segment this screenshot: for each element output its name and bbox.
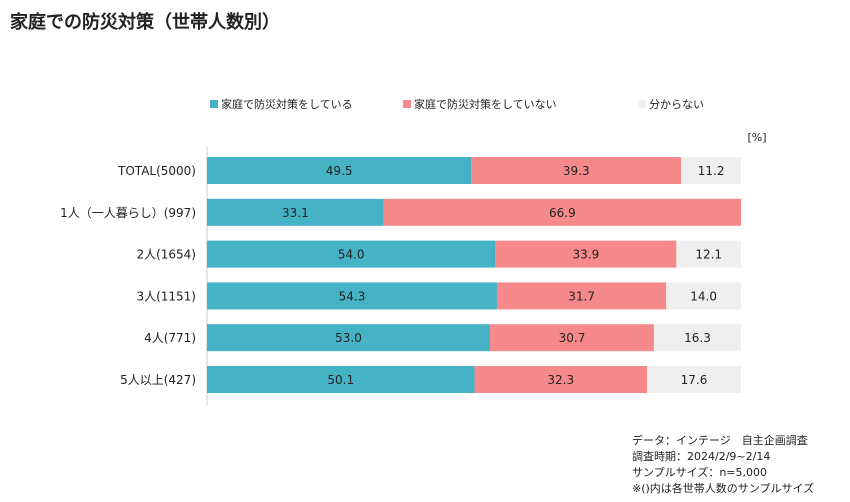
bar-segment [383,198,741,226]
bar-segment [207,282,497,310]
bar-segment [666,282,741,310]
legend-label: 家庭で防災対策をしていない [414,97,557,111]
bar-segment [495,240,677,268]
data-label: 31.7 [568,289,595,303]
bar-segment [207,240,496,268]
bar-segment [207,157,472,184]
data-label: 66.9 [549,206,576,220]
category-label: 1人（一人暮らし）(997) [60,206,196,220]
data-label: 11.2 [698,164,725,178]
bar-segment [653,324,741,352]
data-label: 14.0 [690,289,717,303]
data-label: 50.1 [327,373,354,387]
bar-segment [474,366,648,393]
page-title: 家庭での防災対策（世帯人数別） [10,12,280,33]
bar-segment [676,240,741,268]
source-note: データ：インテージ 自主企画調査 [632,434,808,447]
bar-segment [207,366,475,393]
unit-label: [%] [747,131,766,144]
data-label: 54.3 [339,289,366,303]
data-label: 54.0 [338,248,365,262]
data-label: 17.6 [681,373,708,387]
bar-segment [496,282,667,310]
data-label: 16.3 [684,331,711,345]
category-label: 3人(1151) [136,289,196,303]
data-label: 49.5 [326,164,353,178]
bar-segment [207,324,491,352]
sample-note: ※()内は各世帯人数のサンプルサイズ [632,482,815,495]
bar-segment [207,198,384,226]
legend-swatch [638,100,646,108]
category-label: 5人以上(427) [120,373,196,387]
category-label: TOTAL(5000) [117,164,196,178]
legend-swatch [403,100,411,108]
bar-segment [471,157,682,184]
data-label: 32.3 [547,373,574,387]
legend-label: 家庭で防災対策をしている [221,97,353,111]
sample-size: サンプルサイズ：n=5,000 [632,466,768,479]
bar-segment [490,324,654,352]
data-label: 33.9 [573,248,600,262]
data-label: 30.7 [559,331,586,345]
legend-swatch [210,100,218,108]
data-label: 53.0 [335,331,362,345]
data-label: 39.3 [563,164,590,178]
category-label: 4人(771) [144,331,196,345]
data-label: 33.1 [282,206,309,220]
category-label: 2人(1654) [136,248,196,262]
data-label: 12.1 [695,248,722,262]
bar-segment [647,366,741,393]
bar-segment [681,157,741,184]
survey-period: 調査時期：2024/2/9~2/14 [632,450,771,463]
legend-label: 分からない [649,98,704,111]
